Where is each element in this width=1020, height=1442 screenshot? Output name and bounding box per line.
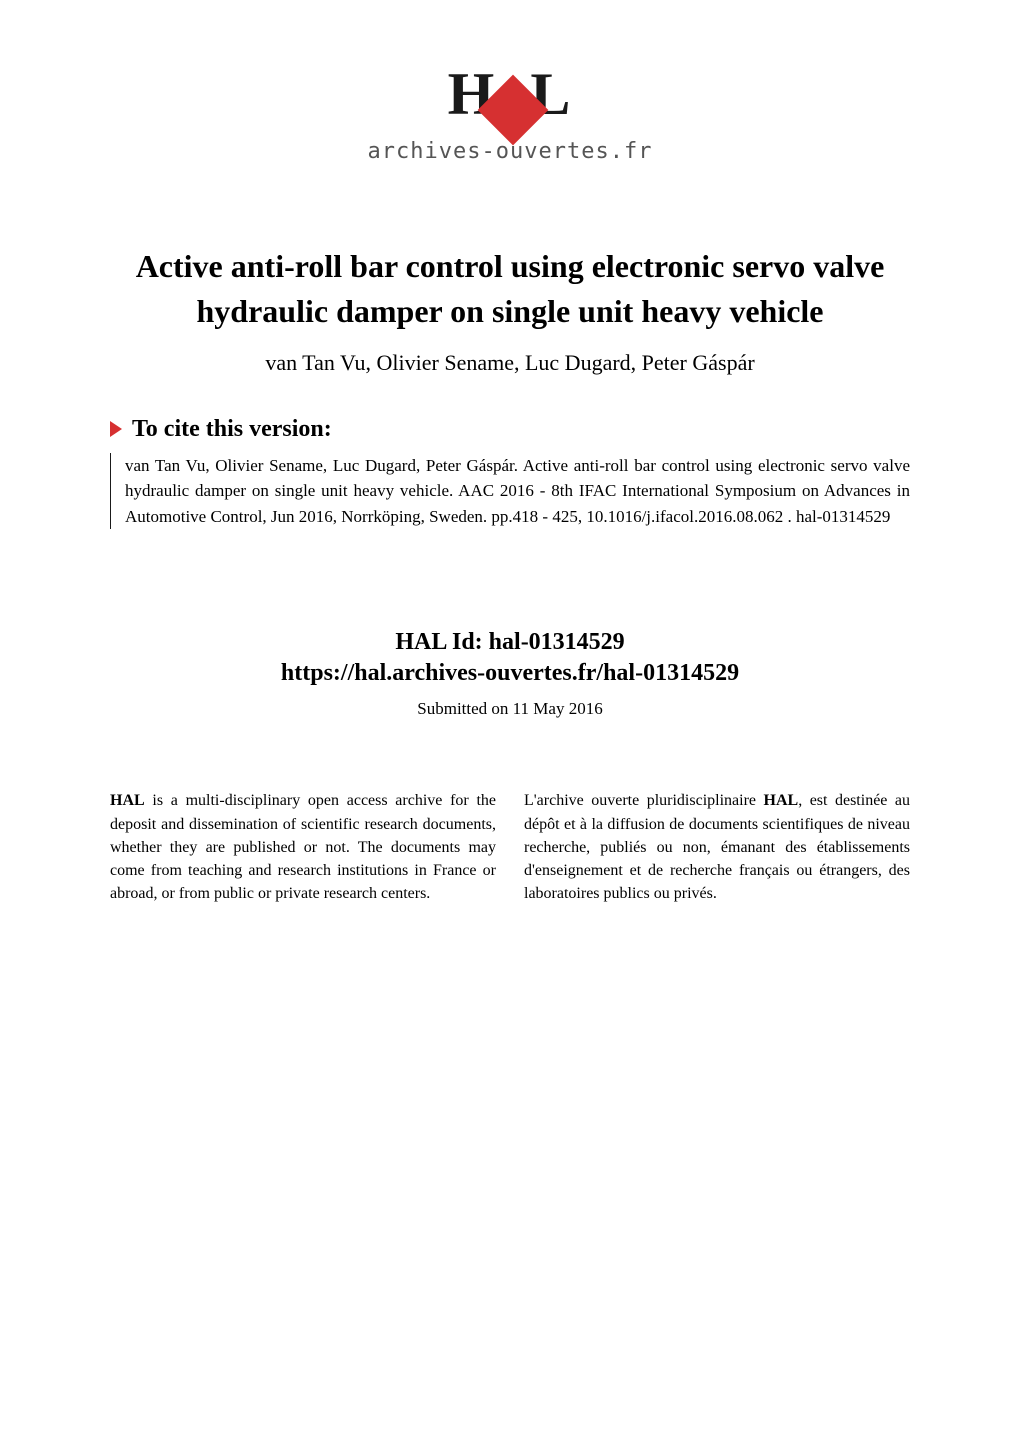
paper-title: Active anti-roll bar control using elect… [80,244,940,334]
description-left-column: HAL is a multi-disciplinary open access … [110,789,496,905]
desc-left-rest: is a multi-disciplinary open access arch… [110,792,496,902]
hal-url: https://hal.archives-ouvertes.fr/hal-013… [0,660,1020,687]
cite-body: van Tan Vu, Olivier Sename, Luc Dugard, … [110,453,910,530]
description-left-text: HAL is a multi-disciplinary open access … [110,792,496,902]
authors-line: van Tan Vu, Olivier Sename, Luc Dugard, … [80,350,940,376]
title-line-1: Active anti-roll bar control using elect… [136,248,885,284]
hal-bold-word-right: HAL [764,792,799,809]
cite-title: To cite this version: [132,416,332,443]
title-section: Active anti-roll bar control using elect… [0,244,1020,376]
description-columns: HAL is a multi-disciplinary open access … [0,789,1020,905]
hal-logo: HL archives-ouvertes.fr [368,60,653,164]
cite-arrow-icon [110,421,122,437]
cite-section: To cite this version: van Tan Vu, Olivie… [0,416,1020,530]
hal-logo-block: HL archives-ouvertes.fr [0,0,1020,164]
description-right-text: L'archive ouverte pluridisciplinaire HAL… [524,792,910,902]
cite-header: To cite this version: [110,416,910,443]
hal-id-label: HAL Id: hal-01314529 [0,629,1020,656]
hal-bold-word-left: HAL [110,792,145,809]
title-line-2: hydraulic damper on single unit heavy ve… [196,293,823,329]
description-right-column: L'archive ouverte pluridisciplinaire HAL… [524,789,910,905]
logo-wordmark: HL [368,60,653,135]
submitted-date: Submitted on 11 May 2016 [0,699,1020,719]
hal-id-section: HAL Id: hal-01314529 https://hal.archive… [0,629,1020,719]
